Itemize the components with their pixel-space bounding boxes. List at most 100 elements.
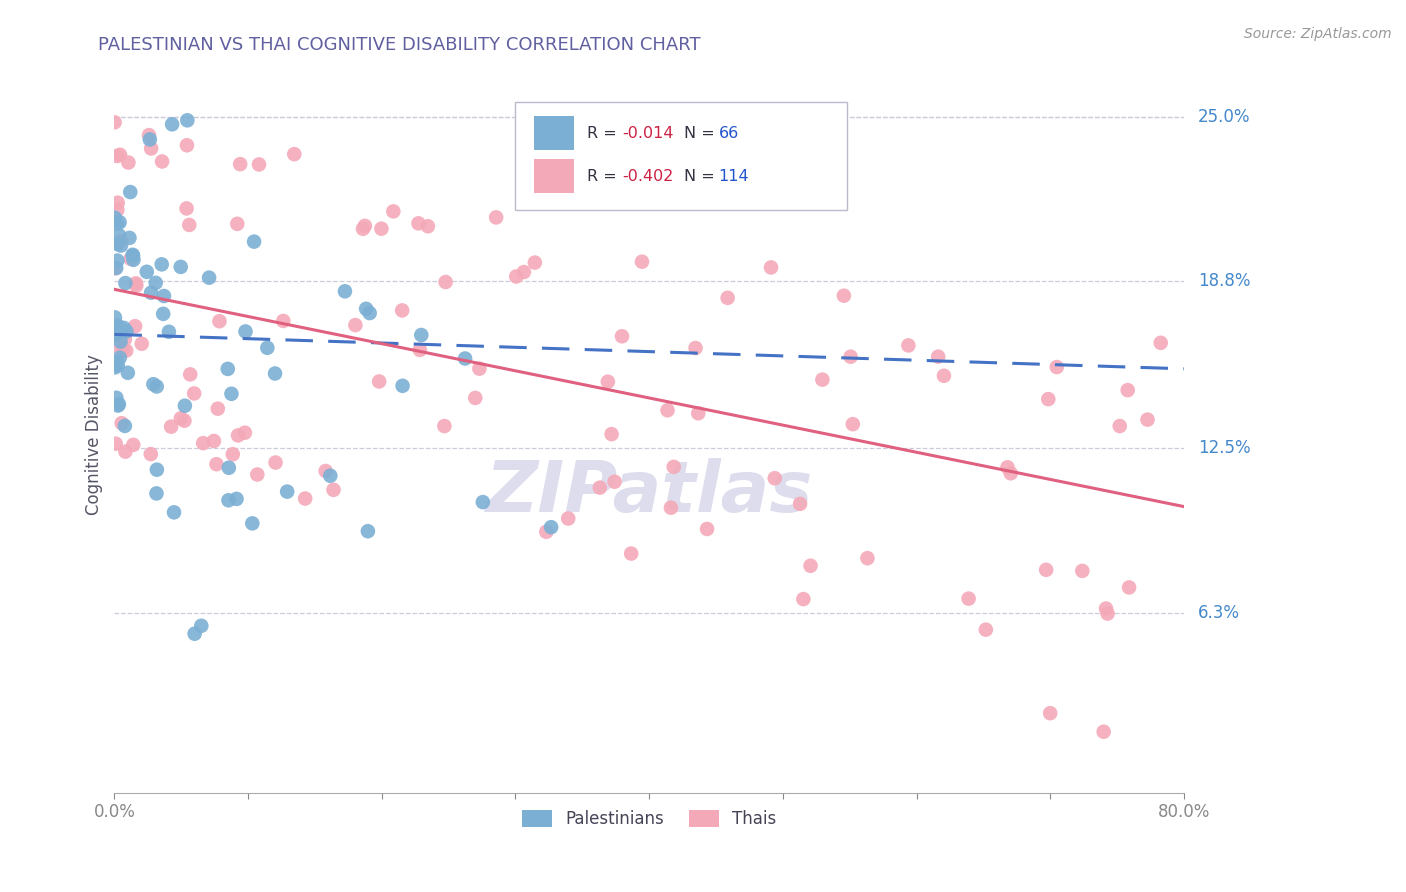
Text: Source: ZipAtlas.com: Source: ZipAtlas.com (1244, 27, 1392, 41)
Point (114, 418, 136, 433)
Point (391, 303, 413, 318)
Point (110, 238, 132, 252)
Text: 66: 66 (718, 126, 740, 141)
Point (225, 491, 247, 506)
Point (1097, 607, 1119, 621)
Point (176, 202, 198, 216)
Point (540, 520, 562, 534)
Point (125, 278, 148, 293)
Text: -0.014: -0.014 (623, 126, 673, 141)
Point (104, 324, 127, 338)
Point (657, 403, 679, 417)
Point (107, 202, 129, 217)
Point (146, 463, 169, 477)
Point (104, 360, 127, 375)
Point (233, 425, 256, 440)
Point (1092, 724, 1115, 739)
Legend: Palestinians, Thais: Palestinians, Thais (515, 803, 783, 834)
Point (111, 343, 134, 358)
Point (1108, 419, 1130, 434)
FancyBboxPatch shape (516, 103, 846, 210)
Point (1046, 359, 1069, 374)
Point (173, 414, 195, 428)
Point (110, 334, 132, 349)
Point (205, 457, 228, 471)
Point (382, 204, 405, 219)
Point (193, 436, 215, 450)
Point (264, 367, 287, 381)
Point (139, 132, 162, 146)
Point (107, 318, 129, 333)
Point (104, 261, 127, 276)
Point (125, 277, 148, 291)
Point (256, 341, 278, 355)
Point (135, 265, 157, 279)
Point (112, 321, 135, 335)
Text: 6.3%: 6.3% (1198, 604, 1240, 622)
Point (464, 391, 486, 405)
Point (1071, 564, 1094, 578)
Point (104, 436, 127, 450)
Point (1136, 412, 1159, 426)
Point (368, 375, 391, 389)
Point (114, 276, 136, 290)
Point (434, 275, 457, 289)
Point (218, 493, 240, 508)
Point (145, 486, 167, 500)
Point (139, 285, 162, 300)
Point (108, 215, 131, 229)
Text: PALESTINIAN VS THAI COGNITIVE DISABILITY CORRELATION CHART: PALESTINIAN VS THAI COGNITIVE DISABILITY… (98, 36, 702, 54)
Y-axis label: Cognitive Disability: Cognitive Disability (86, 355, 103, 516)
Point (176, 113, 198, 128)
Point (315, 464, 337, 478)
Point (145, 276, 167, 290)
Point (344, 318, 367, 332)
Point (160, 117, 183, 131)
Point (103, 115, 125, 129)
Point (153, 289, 176, 303)
Point (409, 343, 432, 357)
Point (139, 447, 162, 461)
Point (108, 397, 131, 411)
Point (319, 468, 342, 483)
Point (1038, 392, 1060, 406)
Point (198, 270, 221, 285)
Point (359, 306, 381, 320)
Point (190, 619, 212, 633)
Point (163, 505, 186, 519)
Point (221, 386, 243, 401)
Text: N =: N = (685, 169, 720, 184)
Point (114, 332, 136, 346)
Point (176, 138, 198, 153)
Point (117, 155, 139, 169)
Bar (534, 116, 574, 151)
Point (932, 368, 955, 383)
Point (110, 234, 132, 248)
Point (150, 257, 173, 271)
Point (107, 359, 129, 373)
Point (138, 128, 160, 142)
Point (333, 285, 356, 299)
Point (416, 219, 439, 234)
Point (685, 341, 707, 355)
Point (246, 467, 269, 482)
Point (117, 366, 139, 380)
Point (115, 343, 138, 358)
Point (183, 386, 205, 401)
Point (218, 460, 240, 475)
Point (207, 401, 229, 416)
Point (717, 291, 740, 305)
Point (160, 419, 183, 434)
Point (759, 260, 782, 275)
Point (170, 260, 193, 274)
Point (118, 231, 141, 245)
Point (842, 417, 865, 431)
Point (391, 379, 413, 393)
Point (589, 481, 612, 495)
Point (107, 399, 129, 413)
Point (485, 211, 508, 225)
Text: ZIPatlas: ZIPatlas (485, 458, 813, 527)
Point (105, 391, 128, 405)
Point (1095, 601, 1118, 615)
Point (108, 228, 131, 243)
